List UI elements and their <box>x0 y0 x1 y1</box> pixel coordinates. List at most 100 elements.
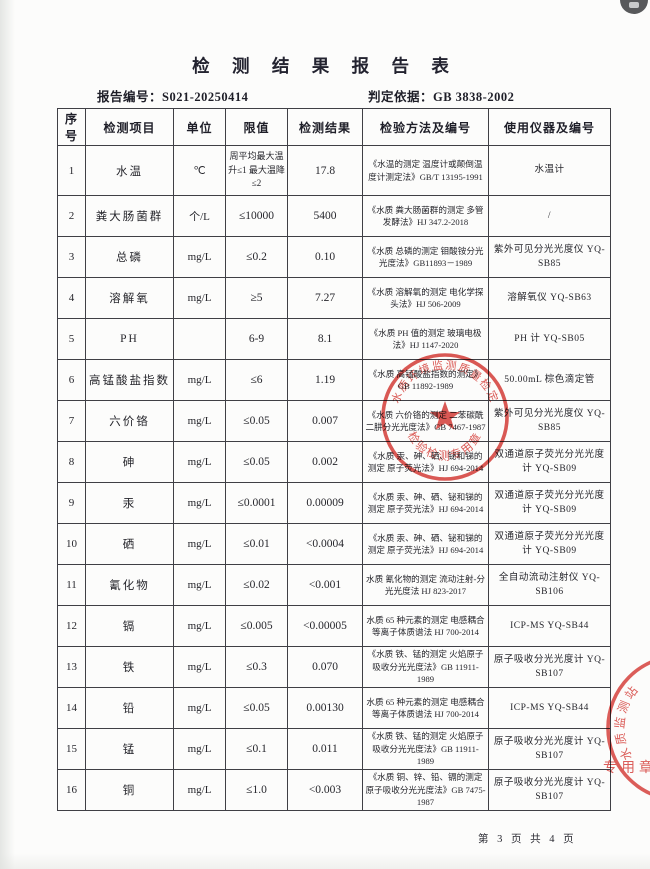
table-row: 13 铁 mg/L ≤0.3 0.070 《水质 铁、锰的测定 火焰原子吸收分光… <box>57 646 611 688</box>
cell-method: 《水质 总磷的测定 钼酸铵分光光度法》GB11893－1989 <box>362 236 489 278</box>
cell-result: 17.8 <box>287 145 363 196</box>
cell-item: 铅 <box>85 687 174 729</box>
cell-unit: mg/L <box>173 359 226 401</box>
cell-limit: ≤10000 <box>225 195 288 237</box>
table-row: 12 镉 mg/L ≤0.005 <0.00005 水质 65 种元素的测定 电… <box>57 605 611 647</box>
cell-limit: ≤0.05 <box>225 687 288 729</box>
report-number: 报告编号：S021-20250414 <box>97 90 249 104</box>
table-row: 6 高锰酸盐指数 mg/L ≤6 1.19 《水质 高锰酸盐指数的测定》GB 1… <box>57 359 611 401</box>
cell-no: 15 <box>57 728 86 770</box>
cell-method: 水质 65 种元素的测定 电感耦合等离子体质谱法 HJ 700-2014 <box>362 687 489 729</box>
cell-limit: ≤0.05 <box>225 441 288 483</box>
cell-result: 8.1 <box>287 318 363 360</box>
cell-no: 9 <box>57 482 86 524</box>
cell-item: PH <box>85 318 174 360</box>
cell-no: 3 <box>57 236 86 278</box>
seal-arc-text: 水质环境监测质量检定 <box>389 359 500 406</box>
cell-item: 镉 <box>85 605 174 647</box>
page-number: 第 3 页 共 4 页 <box>478 834 577 845</box>
cell-method: 《水质 铁、锰的测定 火焰原子吸收分光光度法》GB 11911-1989 <box>362 646 489 688</box>
cell-unit: ℃ <box>173 145 226 196</box>
cell-instrument: 水温计 <box>488 145 611 196</box>
cell-limit: 6-9 <box>225 318 288 360</box>
cell-no: 8 <box>57 441 86 483</box>
cell-instrument: ICP-MS YQ-SB44 <box>488 605 611 647</box>
cell-unit: mg/L <box>173 523 226 565</box>
table-row: 16 铜 mg/L ≤1.0 <0.003 《水质 铜、锌、铅、镉的测定 原子吸… <box>57 769 611 811</box>
table-row: 1 水温 ℃ 周平均最大温升≤1 最大温降≤2 17.8 《水温的测定 温度计或… <box>57 145 611 196</box>
col-header-no: 序号 <box>57 108 86 146</box>
table-row: 2 粪大肠菌群 个/L ≤10000 5400 《水质 粪大肠菌群的测定 多管发… <box>57 195 611 237</box>
cell-result: 1.19 <box>287 359 363 401</box>
cell-item: 汞 <box>85 482 174 524</box>
cell-item: 总磷 <box>85 236 174 278</box>
col-header-instrument: 使用仪器及编号 <box>488 108 611 146</box>
cell-result: 0.002 <box>287 441 363 483</box>
cell-no: 11 <box>57 564 86 606</box>
cell-no: 1 <box>57 145 86 196</box>
cell-no: 4 <box>57 277 86 319</box>
cell-limit: ≥5 <box>225 277 288 319</box>
cell-result: <0.003 <box>287 769 363 811</box>
cell-limit: 周平均最大温升≤1 最大温降≤2 <box>225 145 288 196</box>
cell-item: 粪大肠菌群 <box>85 195 174 237</box>
cell-no: 12 <box>57 605 86 647</box>
cell-instrument: 紫外可见分光光度仪 YQ-SB85 <box>488 236 611 278</box>
table-row: 5 PH 6-9 8.1 《水质 PH 值的测定 玻璃电极法》HJ 1147-2… <box>57 318 611 360</box>
cell-item: 六价铬 <box>85 400 174 442</box>
table-row: 9 汞 mg/L ≤0.0001 0.00009 《水质 汞、砷、硒、铋和锑的测… <box>57 482 611 524</box>
cell-no: 2 <box>57 195 86 237</box>
col-header-limit: 限值 <box>225 108 288 146</box>
cell-instrument: 原子吸收分光光度计 YQ-SB107 <box>488 646 611 688</box>
cell-no: 10 <box>57 523 86 565</box>
red-seal-stamp: 水质环境监测质量检定 检验检测专用章 <box>381 353 509 481</box>
cell-instrument: 原子吸收分光光度计 YQ-SB107 <box>488 728 611 770</box>
cell-instrument: 原子吸收分光光度计 YQ-SB107 <box>488 769 611 811</box>
cell-item: 砷 <box>85 441 174 483</box>
cell-instrument: / <box>488 195 611 237</box>
cell-unit: mg/L <box>173 236 226 278</box>
cell-instrument: 50.00mL 棕色滴定管 <box>488 359 611 401</box>
cell-limit: ≤0.2 <box>225 236 288 278</box>
cell-item: 锰 <box>85 728 174 770</box>
cell-unit: 个/L <box>173 195 226 237</box>
cell-limit: ≤0.01 <box>225 523 288 565</box>
cell-unit: mg/L <box>173 400 226 442</box>
cell-method: 水质 65 种元素的测定 电感耦合等离子体质谱法 HJ 700-2014 <box>362 605 489 647</box>
cell-item: 铜 <box>85 769 174 811</box>
cell-item: 氰化物 <box>85 564 174 606</box>
results-table: 序号 检测项目 单位 限值 检测结果 检验方法及编号 使用仪器及编号 1 水温 … <box>57 108 611 811</box>
cell-method: 水质 氰化物的测定 流动注射-分光光度法 HJ 823-2017 <box>362 564 489 606</box>
partial-red-seal-stamp: 水质监测站 专用章 <box>603 660 650 796</box>
cell-item: 高锰酸盐指数 <box>85 359 174 401</box>
cell-limit: ≤6 <box>225 359 288 401</box>
col-header-result: 检测结果 <box>287 108 363 146</box>
cell-result: 5400 <box>287 195 363 237</box>
table-row: 14 铅 mg/L ≤0.05 0.00130 水质 65 种元素的测定 电感耦… <box>57 687 611 729</box>
table-row: 8 砷 mg/L ≤0.05 0.002 《水质 汞、砷、硒、铋和锑的测定 原子… <box>57 441 611 483</box>
cell-unit: mg/L <box>173 646 226 688</box>
table-row: 15 锰 mg/L ≤0.1 0.011 《水质 铁、锰的测定 火焰原子吸收分光… <box>57 728 611 770</box>
cell-unit: mg/L <box>173 605 226 647</box>
cell-item: 硒 <box>85 523 174 565</box>
cell-result: <0.00005 <box>287 605 363 647</box>
cell-method: 《水质 铜、锌、铅、镉的测定 原子吸收分光光度法》GB 7475-1987 <box>362 769 489 811</box>
cell-limit: ≤0.3 <box>225 646 288 688</box>
cell-result: 0.011 <box>287 728 363 770</box>
cell-no: 5 <box>57 318 86 360</box>
cell-method: 《水质 汞、砷、硒、铋和锑的测定 原子荧光法》HJ 694-2014 <box>362 482 489 524</box>
table-row: 11 氰化物 mg/L ≤0.02 <0.001 水质 氰化物的测定 流动注射-… <box>57 564 611 606</box>
cell-result: 0.007 <box>287 400 363 442</box>
cell-result: 0.070 <box>287 646 363 688</box>
cell-instrument: 全自动流动注射仪 YQ-SB106 <box>488 564 611 606</box>
star-icon <box>429 401 461 430</box>
svg-text:检验检测专用章: 检验检测专用章 <box>405 429 485 463</box>
partial-overlay-button[interactable] <box>620 0 648 14</box>
page-title: 检 测 结 果 报 告 表 <box>192 56 458 76</box>
cell-unit: mg/L <box>173 728 226 770</box>
cell-unit: mg/L <box>173 564 226 606</box>
cell-limit: ≤1.0 <box>225 769 288 811</box>
cell-unit: mg/L <box>173 687 226 729</box>
seal-b-banner-text: 专用章 <box>603 759 650 776</box>
cell-method: 《水质 汞、砷、硒、铋和锑的测定 原子荧光法》HJ 694-2014 <box>362 523 489 565</box>
